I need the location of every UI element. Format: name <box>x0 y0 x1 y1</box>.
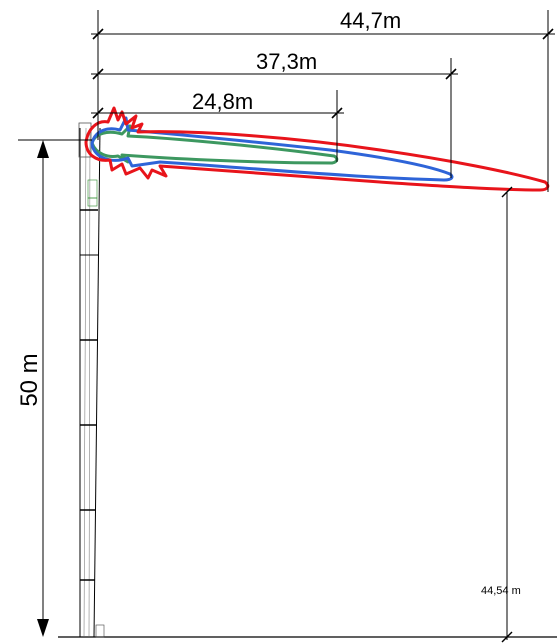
dimension-label-44-54m: 44,54 m <box>481 585 521 597</box>
dimension-44-54m <box>501 186 513 643</box>
dimension-24-8m <box>91 90 344 162</box>
dimension-37-3m <box>91 58 458 178</box>
dimension-label-37-3m: 37,3m <box>256 49 318 74</box>
dimension-label-44-7m: 44,7m <box>340 8 402 33</box>
middle-plume-outline <box>90 116 454 182</box>
mast <box>78 122 105 638</box>
dimension-50m <box>18 139 92 637</box>
dimension-label-24-8m: 24,8m <box>192 89 254 114</box>
dimension-label-50m: 50 m <box>16 353 43 407</box>
